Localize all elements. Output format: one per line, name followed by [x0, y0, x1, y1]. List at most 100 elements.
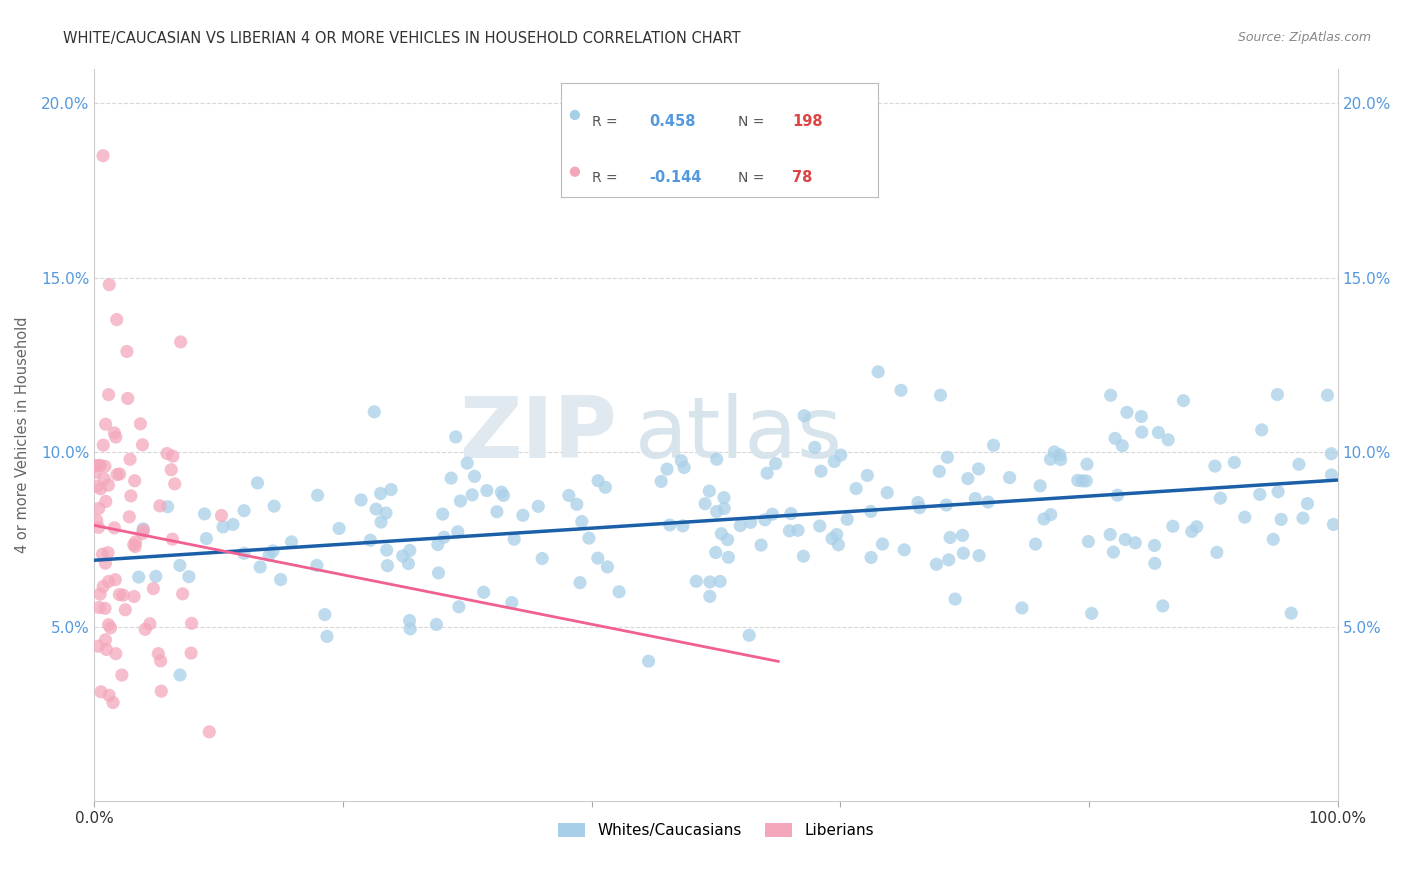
Point	[571, 515, 593, 529]
Point	[952, 546, 974, 560]
Point	[96, 642, 118, 657]
Point	[87, 520, 110, 534]
Point	[512, 508, 534, 523]
Point	[280, 534, 302, 549]
Point	[122, 590, 145, 604]
Point	[97, 574, 120, 589]
Text: atlas: atlas	[636, 393, 844, 476]
Point	[792, 549, 814, 564]
Point	[876, 485, 898, 500]
Point	[1296, 497, 1319, 511]
Point	[124, 534, 146, 549]
Point	[650, 475, 672, 489]
Point	[233, 546, 256, 560]
Point	[98, 688, 121, 702]
Point	[704, 545, 727, 559]
Point	[149, 654, 172, 668]
Point	[952, 528, 974, 542]
Point	[1320, 447, 1343, 461]
Point	[558, 488, 581, 502]
Point	[246, 475, 269, 490]
Point	[177, 569, 200, 583]
Text: WHITE/CAUCASIAN VS LIBERIAN 4 OR MORE VEHICLES IN HOUSEHOLD CORRELATION CHART: WHITE/CAUCASIAN VS LIBERIAN 4 OR MORE VE…	[63, 31, 741, 46]
Point	[148, 647, 170, 661]
Point	[314, 607, 336, 622]
Point	[939, 531, 962, 545]
Point	[706, 452, 728, 467]
Point	[967, 549, 990, 563]
Point	[461, 488, 484, 502]
Point	[586, 474, 609, 488]
Point	[565, 497, 588, 511]
Point	[363, 405, 385, 419]
Point	[787, 524, 810, 538]
Point	[425, 617, 447, 632]
Point	[139, 616, 162, 631]
Text: ZIP: ZIP	[458, 393, 617, 476]
Point	[1143, 557, 1166, 571]
Point	[131, 526, 153, 541]
Point	[328, 521, 350, 535]
Point	[98, 277, 121, 292]
Point	[169, 558, 191, 573]
Point	[104, 647, 127, 661]
Point	[925, 558, 948, 572]
Point	[977, 495, 1000, 509]
Point	[596, 560, 619, 574]
Point	[485, 505, 508, 519]
Point	[890, 384, 912, 398]
Point	[1267, 484, 1289, 499]
Point	[893, 542, 915, 557]
Point	[156, 446, 179, 460]
Point	[1067, 474, 1090, 488]
Point	[89, 587, 111, 601]
Point	[132, 522, 155, 536]
Point	[449, 494, 471, 508]
Point	[94, 601, 117, 615]
Point	[673, 460, 696, 475]
Point	[503, 533, 526, 547]
Point	[87, 639, 110, 653]
Point	[837, 512, 859, 526]
Point	[1025, 537, 1047, 551]
Point	[1209, 491, 1232, 505]
Point	[1270, 512, 1292, 526]
Point	[180, 646, 202, 660]
Point	[1223, 455, 1246, 469]
Point	[91, 579, 114, 593]
Point	[655, 462, 678, 476]
Point	[1263, 533, 1285, 547]
Point	[456, 456, 478, 470]
Point	[1173, 393, 1195, 408]
Point	[1152, 599, 1174, 613]
Point	[1102, 545, 1125, 559]
Point	[180, 616, 202, 631]
Point	[778, 524, 800, 538]
Point	[1039, 508, 1062, 522]
Point	[761, 508, 783, 522]
Point	[377, 558, 399, 573]
Point	[803, 441, 825, 455]
Point	[359, 533, 381, 548]
Point	[1076, 457, 1098, 471]
Point	[104, 573, 127, 587]
Point	[821, 532, 844, 546]
Point	[86, 479, 108, 493]
Point	[134, 622, 156, 636]
Point	[699, 574, 721, 589]
Point	[172, 587, 194, 601]
Point	[1049, 452, 1071, 467]
Point	[112, 588, 135, 602]
Point	[380, 483, 402, 497]
Point	[943, 592, 966, 607]
Point	[104, 430, 127, 444]
Point	[730, 518, 752, 533]
Point	[1161, 519, 1184, 533]
Point	[717, 550, 740, 565]
Point	[1080, 607, 1102, 621]
Point	[1292, 511, 1315, 525]
Point	[91, 547, 114, 561]
Point	[97, 546, 120, 560]
Point	[491, 485, 513, 500]
Point	[716, 533, 738, 547]
